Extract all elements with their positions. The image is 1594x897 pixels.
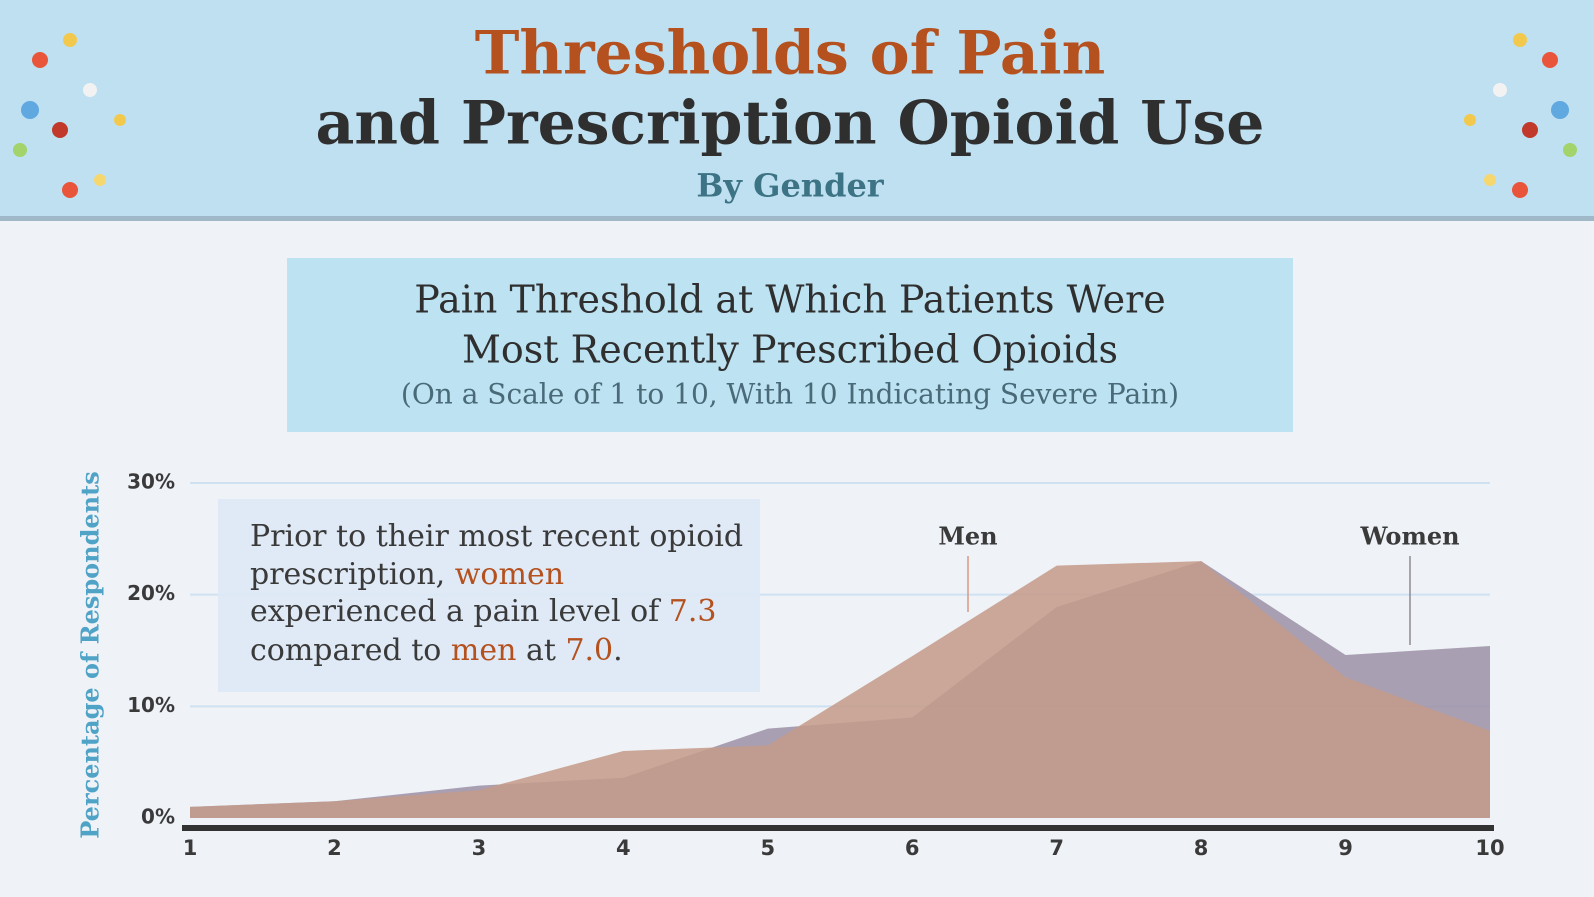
- y-axis-label: Percentage of Respondents: [76, 471, 105, 838]
- title: Thresholds of Pain: [475, 19, 1105, 89]
- x-tick-label: 2: [327, 836, 342, 860]
- note-highlight: 7.3: [669, 594, 717, 629]
- header-shadow: [0, 216, 1594, 221]
- note-line: experienced a pain level of 7.3: [250, 594, 717, 629]
- chart-title: Most Recently Prescribed Opioids: [462, 328, 1118, 372]
- chart-title: Pain Threshold at Which Patients Were: [414, 278, 1165, 322]
- note-text: prescription,: [250, 557, 455, 592]
- x-tick-label: 1: [183, 836, 198, 860]
- note-highlight: women: [455, 557, 564, 592]
- plot: 0% 10% 20% 30% 1 2 3 4 5 6 7 8 9 10 Women Men: [127, 470, 1504, 861]
- x-tick-label: 7: [1049, 836, 1064, 860]
- title-line2: and Prescription Opioid Use: [316, 89, 1265, 159]
- y-tick-label: 0%: [141, 805, 175, 829]
- legend-label: Men: [938, 522, 997, 551]
- area: [190, 561, 1490, 818]
- chart-subtitle: (On a Scale of 1 to 10, With 10 Indicati…: [401, 378, 1179, 411]
- note: Prior to their most recent opioid prescr…: [250, 519, 743, 668]
- note-text: Prior to their most recent opioid: [250, 519, 743, 554]
- note-text: at: [516, 633, 565, 668]
- note-line: prescription, women: [250, 557, 564, 592]
- y-tick-label: 20%: [127, 581, 175, 605]
- note-text: .: [613, 633, 623, 668]
- x-tick-label: 3: [472, 836, 487, 860]
- x-tick-label: 6: [905, 836, 920, 860]
- subtitle: By Gender: [696, 167, 884, 205]
- pill-decoration: [13, 33, 1577, 198]
- y-tick-label: 30%: [127, 470, 175, 494]
- x-tick-label: 4: [616, 836, 631, 860]
- note-line: compared to men at 7.0.: [250, 633, 623, 668]
- legend-label: Women: [1359, 522, 1459, 551]
- x-tick-label: 8: [1194, 836, 1209, 860]
- chart-title-box: [287, 258, 1293, 432]
- x-tick-label: 9: [1338, 836, 1353, 860]
- x-tick-label: 5: [760, 836, 775, 860]
- header-band: [0, 0, 1594, 220]
- note-box: [218, 499, 760, 692]
- x-tick-label: 10: [1475, 836, 1504, 860]
- y-tick-label: 10%: [127, 693, 175, 717]
- note-text: compared to: [250, 633, 451, 668]
- note-highlight: 7.0: [565, 633, 613, 668]
- note-text: experienced a pain level of: [250, 594, 669, 629]
- note-highlight: men: [451, 633, 517, 668]
